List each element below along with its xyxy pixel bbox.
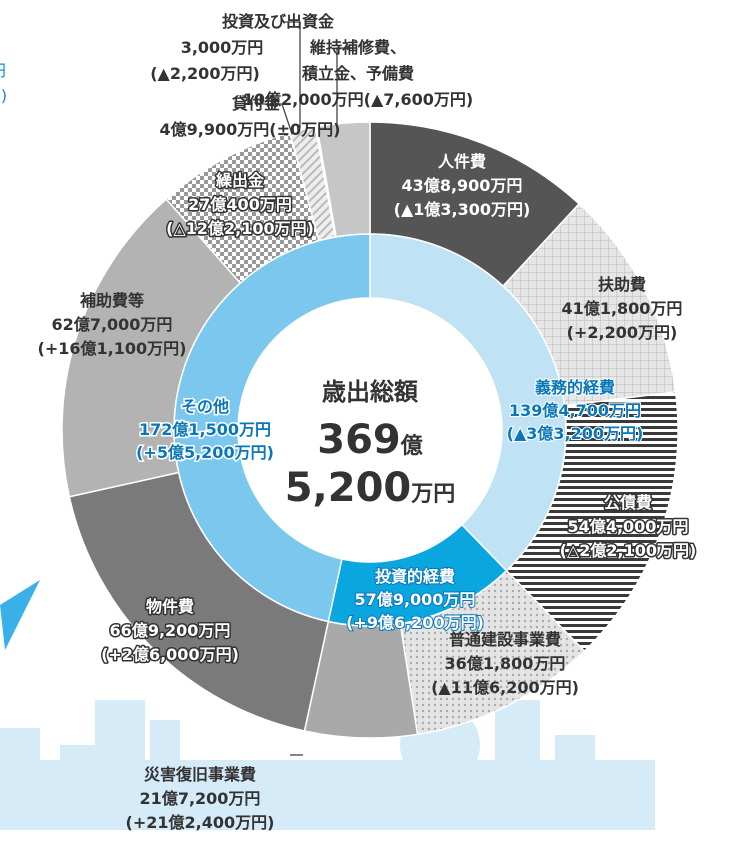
decor-triangle [0, 580, 40, 650]
category-label: 繰出金 [216, 171, 265, 190]
value-label: 27億400万円 [188, 195, 292, 214]
category-label: 補助費等 [80, 291, 144, 310]
change-label: (▲7,600万円) [364, 90, 474, 109]
change-label: (±0万円) [269, 120, 340, 139]
total-number: 5,200 [285, 465, 412, 511]
category-label: 公債費 [604, 493, 652, 512]
inner-label: 義務的経費 [535, 378, 615, 397]
value-label: 36億1,800万円 [445, 654, 566, 673]
inner-label: 57億9,000万円 [355, 590, 476, 609]
change-label: (▲1億3,300万円) [394, 200, 531, 219]
inner-label: (▲3億3,200万円) [507, 424, 644, 443]
inner-label: 139億4,700万円 [509, 401, 641, 420]
center-title: 歳出総額 [322, 378, 419, 406]
change-label: (△12億2,100万円) [166, 219, 314, 238]
category-label: 積立金、予備費 [301, 64, 414, 83]
chart: 歳出総額 369億 5,200万円 人件費 43億8,900万円 (▲1億3,300万円)… [0, 0, 731, 854]
category-label: 災害復旧事業費 [144, 765, 256, 784]
inner-label: その他 [181, 397, 229, 416]
total-unit: 億 [400, 433, 423, 459]
total-unit: 万円 [410, 482, 455, 507]
value-line: 10億2,000万円(▲7,600万円) [243, 90, 473, 109]
change-label: (△2億2,100万円) [560, 541, 697, 560]
category-label: 維持補修費、 [309, 38, 406, 57]
total-number: 369 [317, 417, 401, 463]
inner-label: 172億1,500万円 [139, 420, 271, 439]
change-label: (▲11億6,200万円) [431, 678, 579, 697]
change-label: (+21億2,400万円) [126, 813, 275, 832]
inner-label: (+5億5,200万円) [136, 443, 274, 462]
value-label: 66億9,200万円 [110, 621, 231, 640]
value-label: 10億2,000万円 [243, 90, 364, 109]
change-label: (+2,200万円) [567, 323, 678, 342]
value-label: 4億9,900万円 [160, 120, 270, 139]
inner-label: (+9億6,200万円) [346, 613, 484, 632]
cropped-text: 円 [0, 61, 6, 80]
category-label: 扶助費 [598, 275, 646, 294]
change-label: (▲2,200万円) [150, 64, 260, 83]
value-line: 4億9,900万円(±0万円) [160, 120, 341, 139]
change-label: (+2億6,000万円) [101, 645, 239, 664]
category-label: 人件費 [437, 152, 486, 171]
value-label: 54億4,000万円 [568, 517, 689, 536]
leader [337, 48, 352, 128]
category-label: 物件費 [146, 597, 194, 616]
value-label: 43億8,900万円 [402, 176, 523, 195]
value-label: 3,000万円 [181, 38, 264, 57]
value-label: 21億7,200万円 [140, 789, 261, 808]
change-label: (+16億1,100万円) [38, 339, 187, 358]
category-label: 投資及び出資金 [222, 12, 335, 31]
inner-label: 投資的経費 [375, 567, 455, 586]
value-label: 62億7,000万円 [52, 315, 173, 334]
value-label: 41億1,800万円 [562, 299, 683, 318]
leader [283, 22, 300, 128]
category-label: 普通建設事業費 [449, 630, 561, 649]
cropped-text: 万円) [0, 86, 7, 105]
